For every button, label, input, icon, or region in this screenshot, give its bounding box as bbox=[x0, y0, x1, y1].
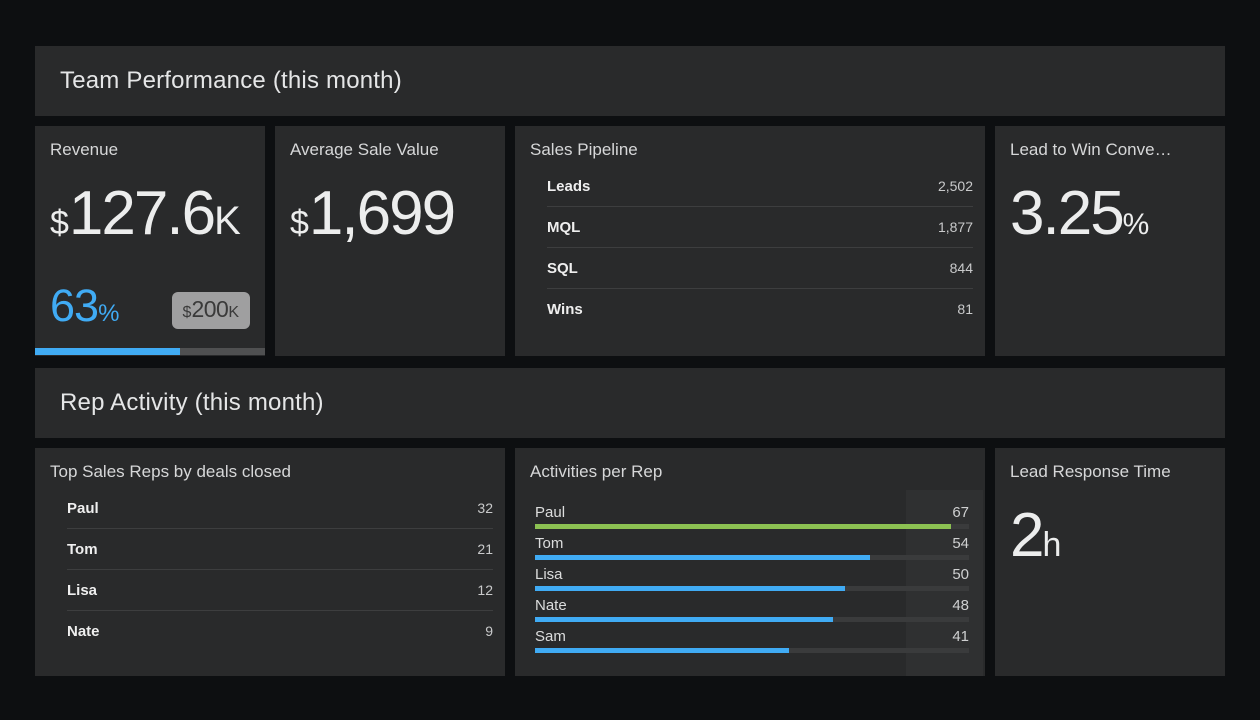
widget-title: Average Sale Value bbox=[290, 140, 505, 160]
lead-to-win-value: 3.25% bbox=[1010, 178, 1149, 249]
bar-fill bbox=[535, 586, 845, 591]
revenue-progress-percent: 63% bbox=[50, 280, 119, 332]
revenue-goal-badge: $200K bbox=[172, 292, 250, 329]
revenue-progress-fill bbox=[35, 348, 180, 355]
revenue-progress-bar bbox=[35, 348, 265, 355]
team-performance-row: Revenue $127.6K 63% $200K Average Sale V… bbox=[35, 126, 1225, 356]
table-row: Wins 81 bbox=[547, 289, 973, 329]
table-row: Tom 21 bbox=[67, 529, 493, 570]
bar-track bbox=[535, 524, 969, 529]
currency-prefix: $ bbox=[50, 204, 69, 242]
bar-fill bbox=[535, 555, 870, 560]
bar-row: Nate 48 bbox=[535, 597, 969, 622]
bar-track bbox=[535, 555, 969, 560]
sales-pipeline-widget[interactable]: Sales Pipeline Leads 2,502 MQL 1,877 SQL… bbox=[515, 126, 985, 356]
bar-row: Lisa 50 bbox=[535, 566, 969, 591]
table-row: Nate 9 bbox=[67, 611, 493, 651]
top-sales-reps-widget[interactable]: Top Sales Reps by deals closed Paul 32 T… bbox=[35, 448, 505, 676]
revenue-number: 127.6 bbox=[69, 179, 214, 248]
bar-fill bbox=[535, 617, 833, 622]
bar-row: Tom 54 bbox=[535, 535, 969, 560]
rep-activity-row: Top Sales Reps by deals closed Paul 32 T… bbox=[35, 448, 1225, 676]
section-header-team-performance: Team Performance (this month) bbox=[35, 46, 1225, 116]
lead-response-time-widget[interactable]: Lead Response Time 2h bbox=[995, 448, 1225, 676]
hours-suffix: h bbox=[1042, 526, 1061, 564]
unit-suffix: K bbox=[214, 199, 241, 243]
leaderboard-table: Paul 32 Tom 21 Lisa 12 Nate 9 bbox=[67, 488, 493, 651]
table-row: Lisa 12 bbox=[67, 570, 493, 611]
table-row: SQL 844 bbox=[547, 248, 973, 289]
pipeline-table: Leads 2,502 MQL 1,877 SQL 844 Wins 81 bbox=[547, 166, 973, 329]
lead-to-win-widget[interactable]: Lead to Win Conve… 3.25% bbox=[995, 126, 1225, 356]
average-sale-value-widget[interactable]: Average Sale Value $1,699 bbox=[275, 126, 505, 356]
lead-response-value: 2h bbox=[1010, 500, 1061, 571]
table-row: Leads 2,502 bbox=[547, 166, 973, 207]
bar-track bbox=[535, 648, 969, 653]
table-row: MQL 1,877 bbox=[547, 207, 973, 248]
bar-row: Paul 67 bbox=[535, 504, 969, 529]
activities-per-rep-widget[interactable]: Activities per Rep Paul 67 Tom 54 bbox=[515, 448, 985, 676]
table-row: Paul 32 bbox=[67, 488, 493, 529]
widget-title: Activities per Rep bbox=[530, 462, 985, 482]
percent-suffix: % bbox=[1123, 208, 1150, 241]
revenue-widget[interactable]: Revenue $127.6K 63% $200K bbox=[35, 126, 265, 356]
widget-title: Top Sales Reps by deals closed bbox=[50, 462, 505, 482]
currency-prefix: $ bbox=[290, 204, 309, 242]
revenue-value: $127.6K bbox=[50, 178, 241, 249]
widget-title: Lead to Win Conve… bbox=[1010, 140, 1225, 160]
section-header-rep-activity: Rep Activity (this month) bbox=[35, 368, 1225, 438]
bar-fill bbox=[535, 524, 951, 529]
widget-title: Lead Response Time bbox=[1010, 462, 1225, 482]
widget-title: Sales Pipeline bbox=[530, 140, 985, 160]
horizontal-bar-chart: Paul 67 Tom 54 bbox=[535, 504, 969, 659]
average-sale-value: $1,699 bbox=[290, 178, 454, 249]
bar-fill bbox=[535, 648, 789, 653]
bar-track bbox=[535, 617, 969, 622]
dashboard: Team Performance (this month) Revenue $1… bbox=[35, 46, 1225, 676]
bar-track bbox=[535, 586, 969, 591]
bar-row: Sam 41 bbox=[535, 628, 969, 653]
widget-title: Revenue bbox=[50, 140, 265, 160]
